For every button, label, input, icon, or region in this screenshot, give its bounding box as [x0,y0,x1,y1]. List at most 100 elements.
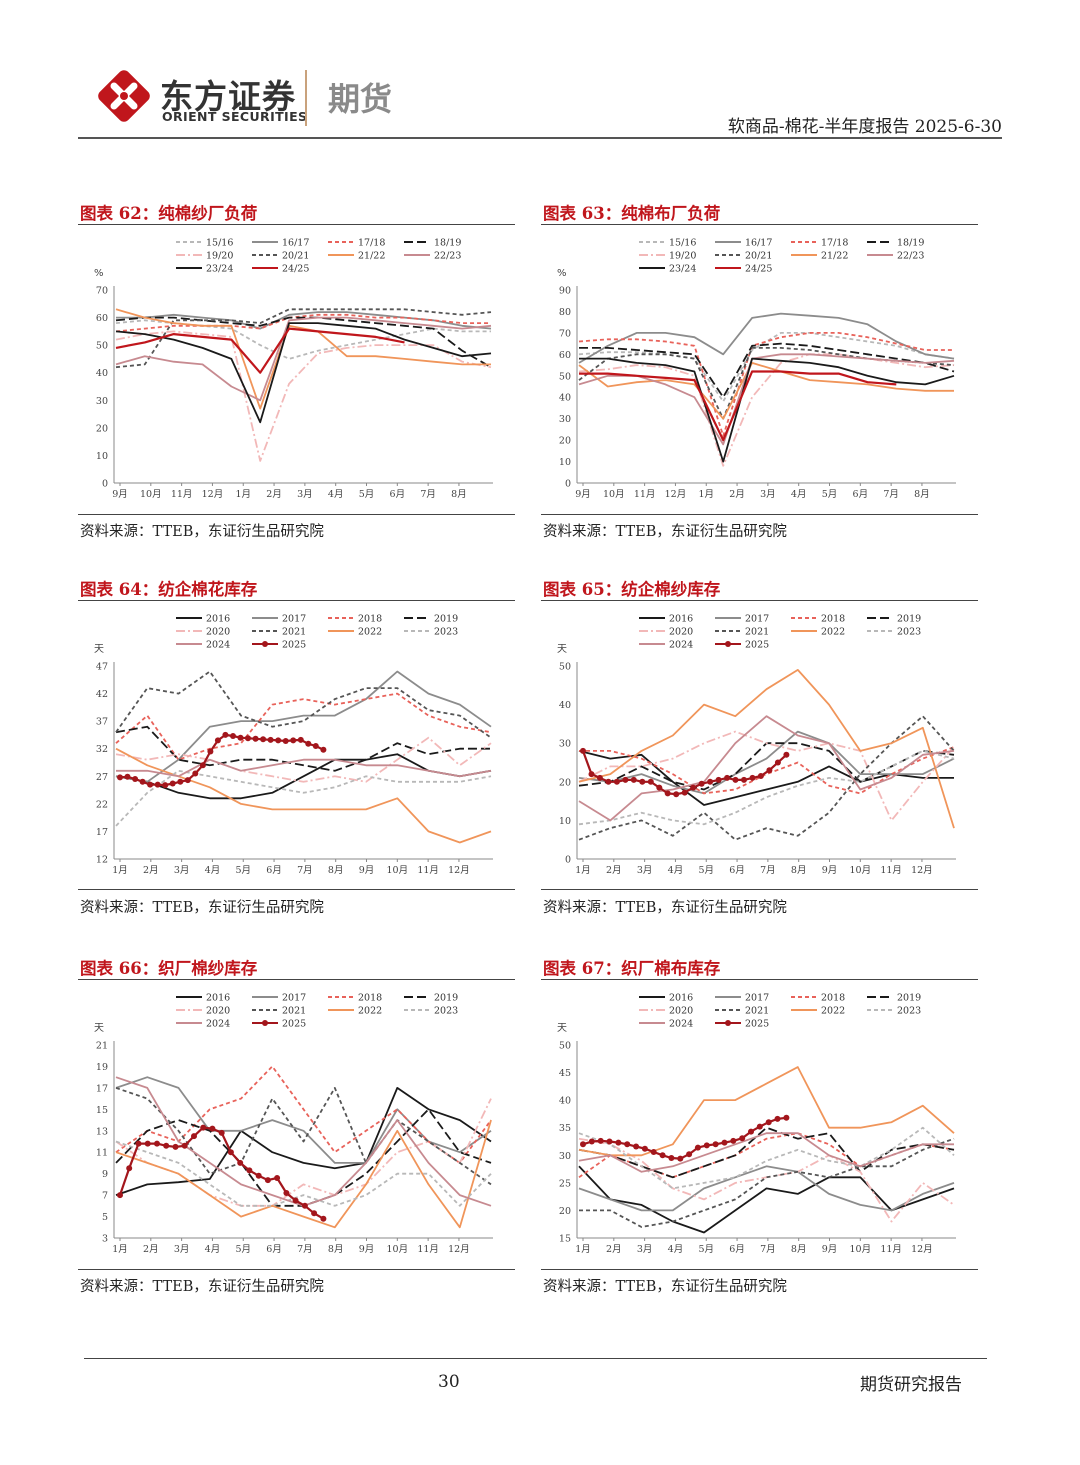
data-point [283,1190,290,1196]
y-tick-label: 10 [96,451,108,462]
data-point [169,780,176,787]
legend-item: 2022 [791,1006,845,1017]
x-tick-label: 3月 [637,1244,653,1255]
series-line [578,669,955,829]
data-point [246,1167,253,1174]
series-15-16 [578,332,955,403]
data-point [757,773,764,779]
legend-item: 2020 [176,627,230,638]
data-point [580,747,586,754]
data-point [275,737,282,744]
series-2024 [578,715,955,822]
x-tick-label: 10月 [850,1244,872,1255]
x-tick-label: 9月 [112,489,128,500]
y-unit-label: % [557,268,567,279]
x-tick-label: 1月 [575,1244,591,1255]
legend-label: 2017 [745,614,769,625]
x-tick-label: 11月 [880,1244,902,1255]
data-point [741,776,747,783]
data-point [694,1144,701,1151]
data-point [783,1114,790,1121]
legend-label: 2020 [669,627,693,638]
legend-item: 17/18 [328,238,385,249]
data-point [580,1141,586,1148]
data-point [172,1143,179,1150]
x-tick-label: 8月 [791,1244,807,1255]
legend-item: 2024 [639,1019,693,1030]
company-name-cn: 东方证券 [160,77,296,116]
footer-label: 期货研究报告 [860,1375,962,1395]
x-tick-label: 12月 [911,865,933,876]
legend-item: 2018 [791,993,845,1004]
y-tick-label: 0 [102,479,108,490]
series-2023 [578,749,955,826]
series-group [115,308,492,462]
legend-item: 2024 [639,640,693,651]
chart-source: 资料来源：TTEB，东证衍生品研究院 [543,900,787,916]
legend-label: 21/22 [358,251,385,262]
legend-item: 2020 [639,1006,693,1017]
legend-label: 15/16 [669,238,696,249]
source-divider [541,1269,978,1270]
data-point [588,1138,595,1145]
title-divider [78,979,515,980]
series-2018 [115,1065,492,1164]
legend-item: 23/24 [176,264,233,275]
y-tick-label: 50 [559,1041,571,1052]
data-point [596,774,603,781]
chart-legend: 15/16 16/17 17/18 18/19 19/20 20/21 21/22 22/23… [639,238,924,275]
y-tick-label: 90 [559,286,571,297]
legend-item: 2016 [176,993,230,1004]
legend-item: 2017 [715,614,769,625]
legend-label: 2017 [282,614,306,625]
data-point [659,1152,666,1159]
series-line [578,1165,955,1234]
y-tick-label: 10 [559,816,571,827]
series-line [578,1126,955,1179]
series-line [115,308,491,410]
series-line [115,736,492,783]
legend-label: 2019 [897,614,921,625]
data-point [597,1137,604,1144]
series-line [115,313,491,333]
legend-item: 2019 [404,614,458,625]
series-2020 [115,736,492,783]
legend-label: 2024 [206,640,230,651]
title-divider [541,979,978,980]
data-point [783,751,790,758]
x-axis: 1月 2月 3月 4月 5月 6月 7月 8月 9月 10月 11月 12月 [575,859,933,876]
x-tick-label: 11月 [634,489,656,500]
data-point [320,1215,327,1222]
data-point [588,771,595,778]
legend-item: 16/17 [252,238,309,249]
x-tick-label: 1月 [575,865,591,876]
series-2019 [115,725,491,772]
data-point [756,1123,763,1130]
chart-source: 资料来源：TTEB，东证衍生品研究院 [80,524,324,540]
data-point [218,1129,225,1136]
x-tick-label: 4月 [668,1244,684,1255]
legend-item: 20/21 [715,251,772,262]
legend-label: 15/16 [206,238,233,249]
y-tick-label: 60 [96,313,108,324]
series-line [116,758,492,778]
series-line [578,1137,955,1223]
data-point [282,738,289,744]
data-point [650,1149,657,1155]
series-line [115,1087,492,1196]
data-point [605,778,612,785]
legend-label: 2023 [897,627,921,638]
y-tick-label: 19 [96,1062,108,1073]
line-chart: 15/16 16/17 17/18 18/19 19/20 20/21 21/22 22/23… [94,238,493,500]
x-tick-label: 5月 [359,489,375,500]
data-point [730,1137,737,1144]
x-tick-label: 7月 [297,865,313,876]
data-point [207,748,214,755]
data-point [320,746,327,753]
y-axis: 15 20 25 30 35 40 45 50 [559,1041,578,1245]
y-tick-label: 50 [559,662,571,673]
legend-item: 2016 [639,614,693,625]
y-tick-label: 42 [96,689,108,700]
y-tick-label: 80 [559,307,571,318]
x-tick-label: 1月 [112,1244,128,1255]
